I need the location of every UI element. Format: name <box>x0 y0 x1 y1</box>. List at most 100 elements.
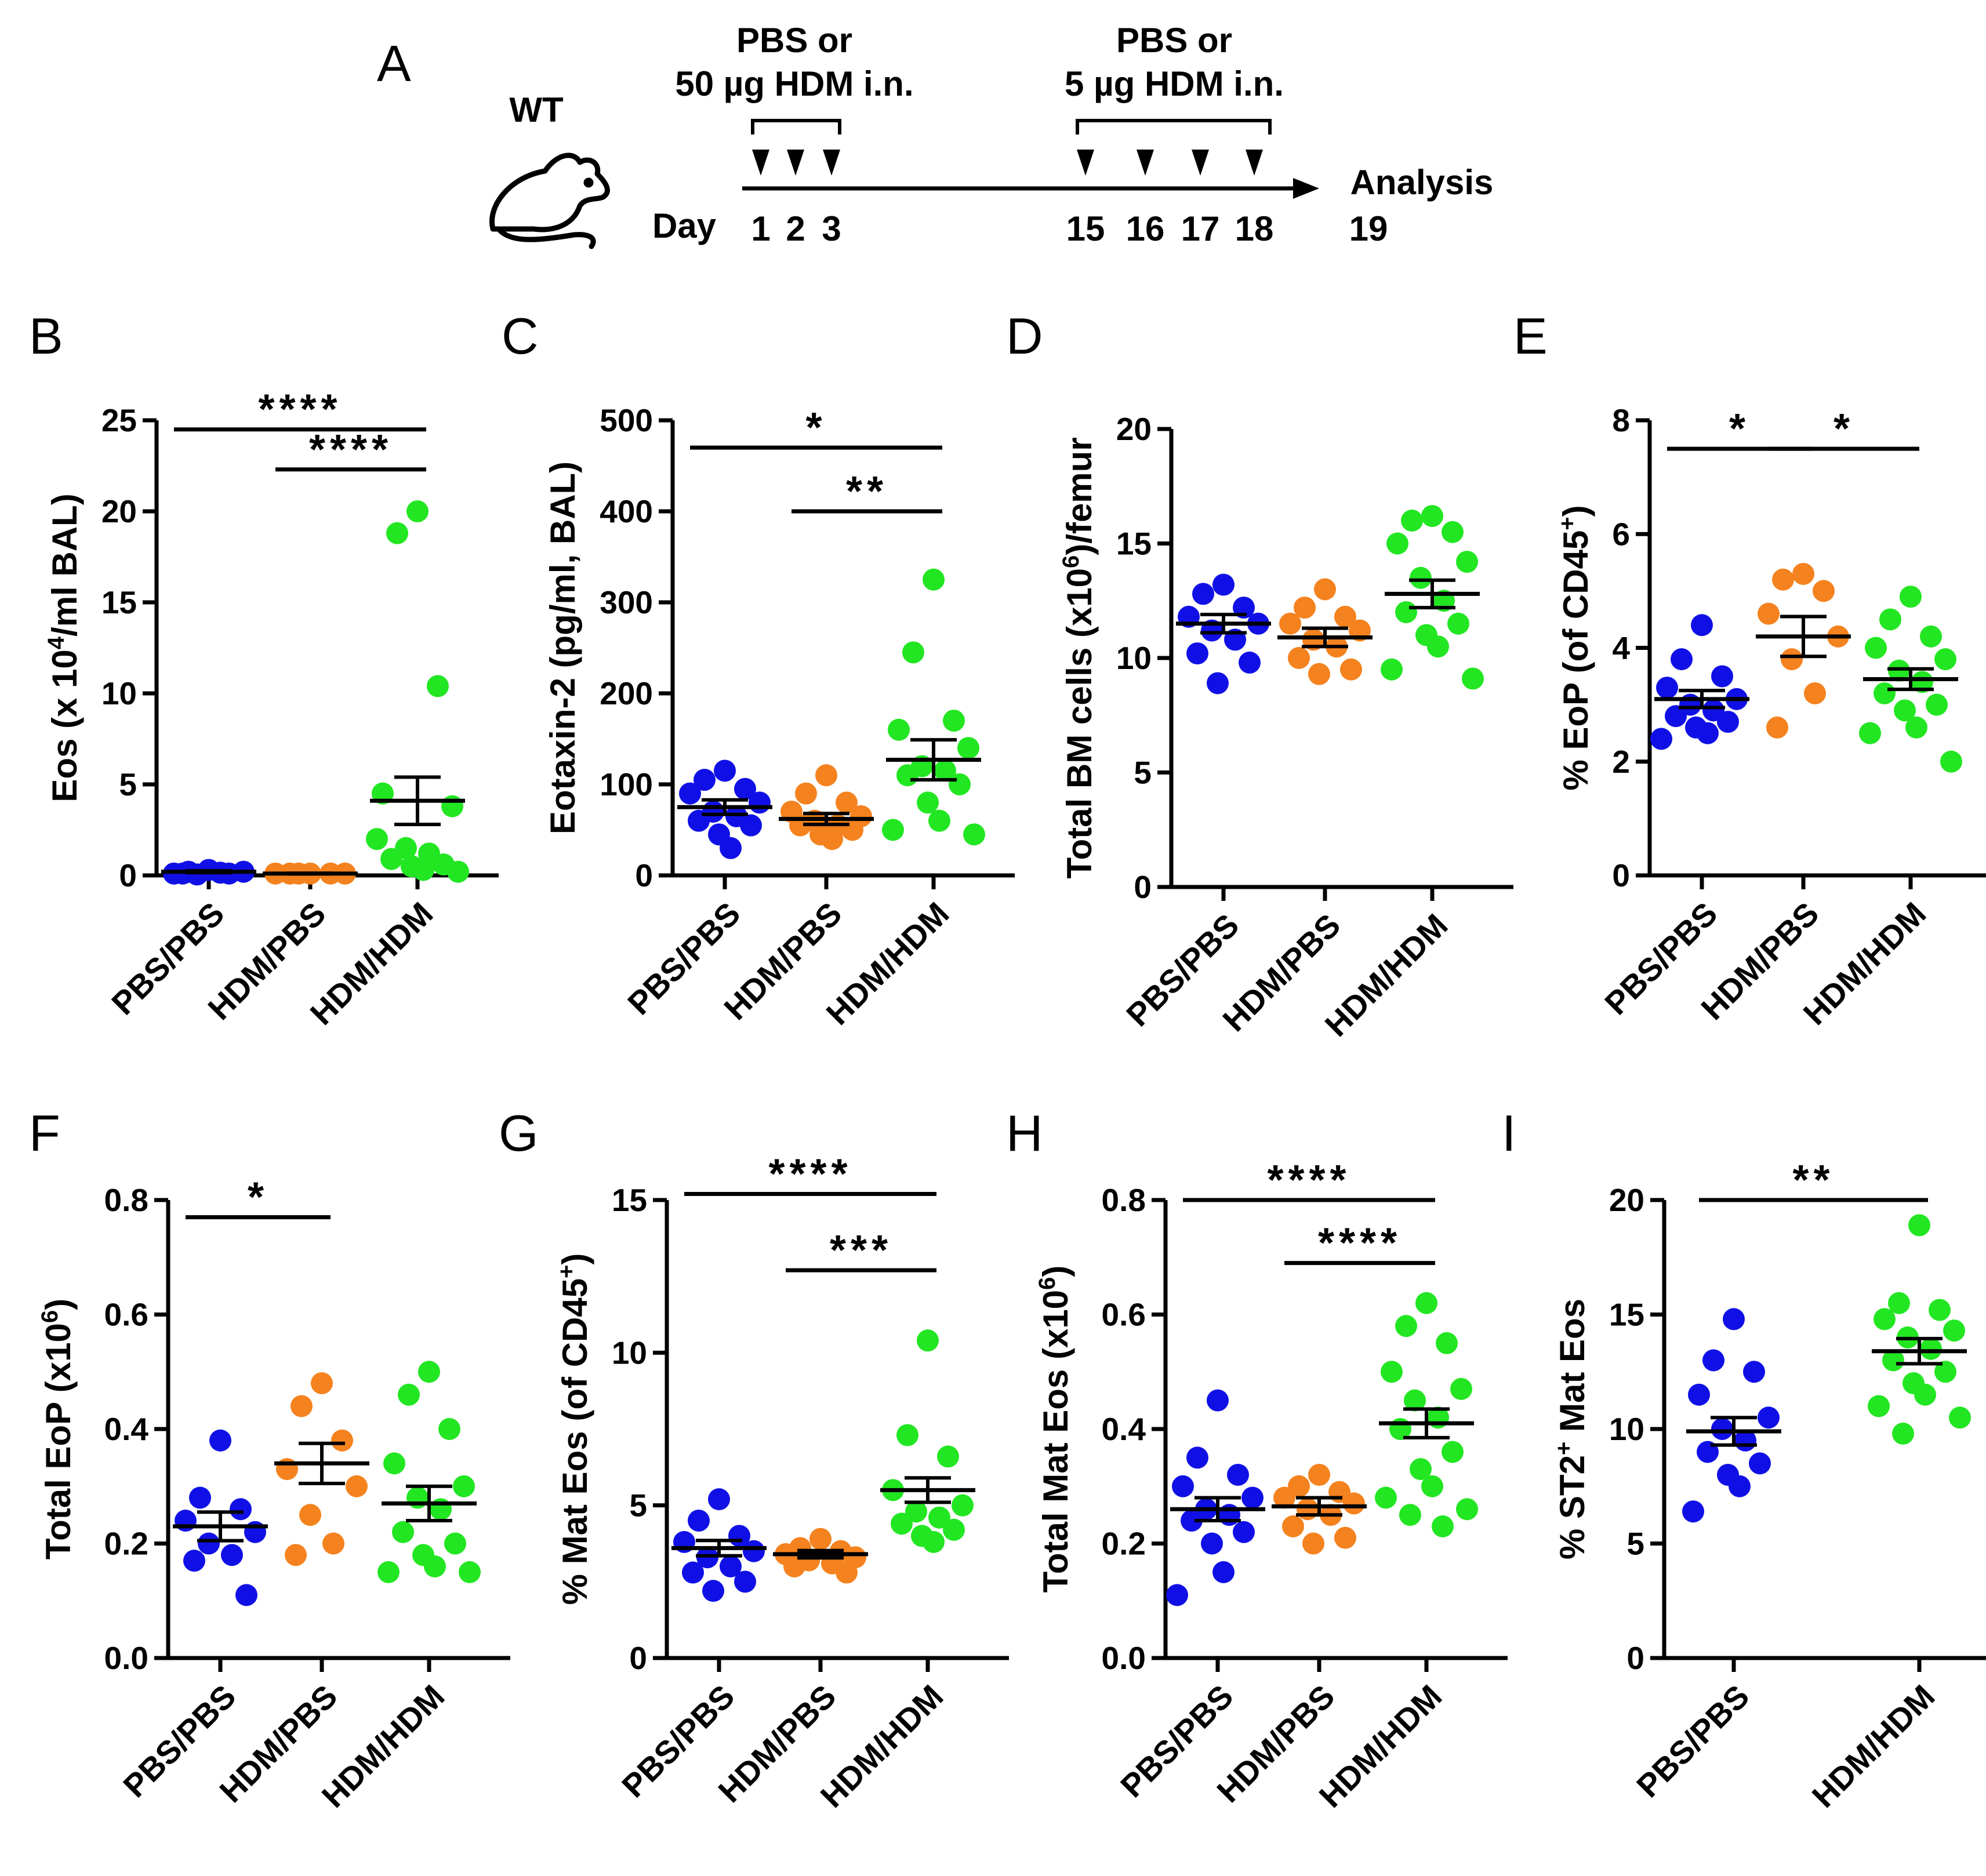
data-point <box>1395 1315 1417 1337</box>
y-tick-label: 0 <box>119 857 137 893</box>
data-point <box>1302 1532 1324 1555</box>
data-point <box>1920 1337 1942 1360</box>
significance-label: * <box>1729 406 1750 452</box>
data-point <box>183 1550 205 1572</box>
data-point <box>836 791 858 814</box>
day-tick: 3 <box>822 209 841 248</box>
data-point <box>1166 1584 1188 1606</box>
data-point <box>734 1570 756 1593</box>
data-point <box>322 1532 344 1555</box>
data-point <box>1900 586 1922 608</box>
panel-label: F <box>29 1104 60 1162</box>
y-tick-label: 200 <box>600 675 653 711</box>
data-point <box>905 1500 927 1523</box>
data-point <box>1914 1383 1936 1406</box>
day-tick: 16 <box>1126 209 1165 248</box>
y-axis-label-text: Mat Eos <box>1553 1299 1592 1442</box>
analysis-label: Analysis <box>1350 163 1494 202</box>
day-label: Day <box>652 206 717 245</box>
data-point <box>1682 1500 1704 1523</box>
significance-label: * <box>1833 406 1854 452</box>
dose-marker <box>823 150 840 176</box>
y-axis-label: % Mat Eos (of CD45+) <box>554 1253 594 1605</box>
data-point <box>702 1580 724 1602</box>
y-tick-label: 0 <box>629 1640 647 1676</box>
day-tick: 2 <box>786 209 805 248</box>
data-point <box>1381 658 1403 681</box>
data-point <box>1239 651 1261 674</box>
dose-marker <box>752 150 769 176</box>
data-point <box>1241 1486 1264 1509</box>
mouse-icon <box>489 152 610 249</box>
data-point <box>795 782 817 805</box>
data-point <box>1905 716 1927 739</box>
data-point <box>1792 562 1814 585</box>
data-point <box>1340 658 1362 681</box>
data-point <box>392 1521 414 1543</box>
panel-label: C <box>502 307 539 365</box>
y-tick-label: 0.6 <box>104 1297 148 1333</box>
data-point <box>441 795 463 817</box>
data-point <box>1772 568 1794 591</box>
y-tick-label: 8 <box>1612 402 1630 438</box>
data-point <box>444 1532 466 1555</box>
data-point <box>235 1584 257 1606</box>
data-point <box>952 1494 974 1517</box>
data-point <box>1227 1464 1249 1486</box>
data-point <box>427 675 449 697</box>
y-tick-label: 0.6 <box>1102 1297 1146 1333</box>
y-axis-label: Eos (x 104/ml BAL) <box>43 493 84 802</box>
data-point <box>447 860 469 883</box>
y-tick-label: 15 <box>101 584 137 620</box>
y-tick-label: 0.2 <box>104 1526 148 1562</box>
data-point <box>1949 1406 1971 1429</box>
data-point <box>1934 1361 1956 1383</box>
data-point <box>1343 1492 1365 1515</box>
y-axis-label-superscript: 4 <box>43 636 69 649</box>
data-point <box>311 1372 333 1394</box>
data-point <box>1702 1349 1724 1372</box>
data-point <box>1874 1308 1896 1330</box>
data-point <box>937 1445 959 1468</box>
dose-marker <box>1137 150 1154 176</box>
day-tick: 15 <box>1066 209 1105 248</box>
data-point <box>891 1513 913 1535</box>
data-point <box>1442 1441 1464 1463</box>
y-tick-label: 100 <box>600 766 653 802</box>
day-tick: 1 <box>751 209 770 248</box>
data-point <box>1181 1510 1203 1532</box>
data-point <box>398 1383 420 1406</box>
panel-label: B <box>29 307 63 365</box>
analysis-day: 19 <box>1349 209 1388 248</box>
data-point <box>720 837 742 859</box>
data-point <box>1723 1308 1745 1330</box>
data-point <box>934 759 956 782</box>
data-point <box>841 819 863 841</box>
data-point <box>438 1418 460 1440</box>
data-point <box>882 819 904 841</box>
data-point <box>1172 1475 1194 1497</box>
data-point <box>285 1544 307 1566</box>
data-point <box>1865 637 1887 659</box>
data-point <box>1308 663 1330 685</box>
y-axis-label: % EoP (of CD45+) <box>1555 505 1595 790</box>
data-point <box>928 1506 950 1529</box>
data-point <box>957 737 979 759</box>
data-point <box>1212 573 1235 596</box>
challenge-label-2: 5 µg HDM i.n. <box>1065 64 1284 103</box>
data-point <box>896 764 918 787</box>
data-point <box>821 828 843 850</box>
data-point <box>406 500 429 522</box>
sensitization-bracket <box>751 119 841 134</box>
data-point <box>902 641 924 664</box>
data-point <box>1688 1383 1710 1406</box>
data-point <box>1404 1389 1426 1412</box>
data-point <box>1447 612 1469 635</box>
dose-marker <box>787 150 804 176</box>
data-point <box>1308 1464 1330 1486</box>
y-tick-label: 15 <box>1116 526 1152 562</box>
data-point <box>1288 647 1310 669</box>
data-point <box>1233 1521 1255 1543</box>
y-tick-label: 5 <box>119 766 137 802</box>
